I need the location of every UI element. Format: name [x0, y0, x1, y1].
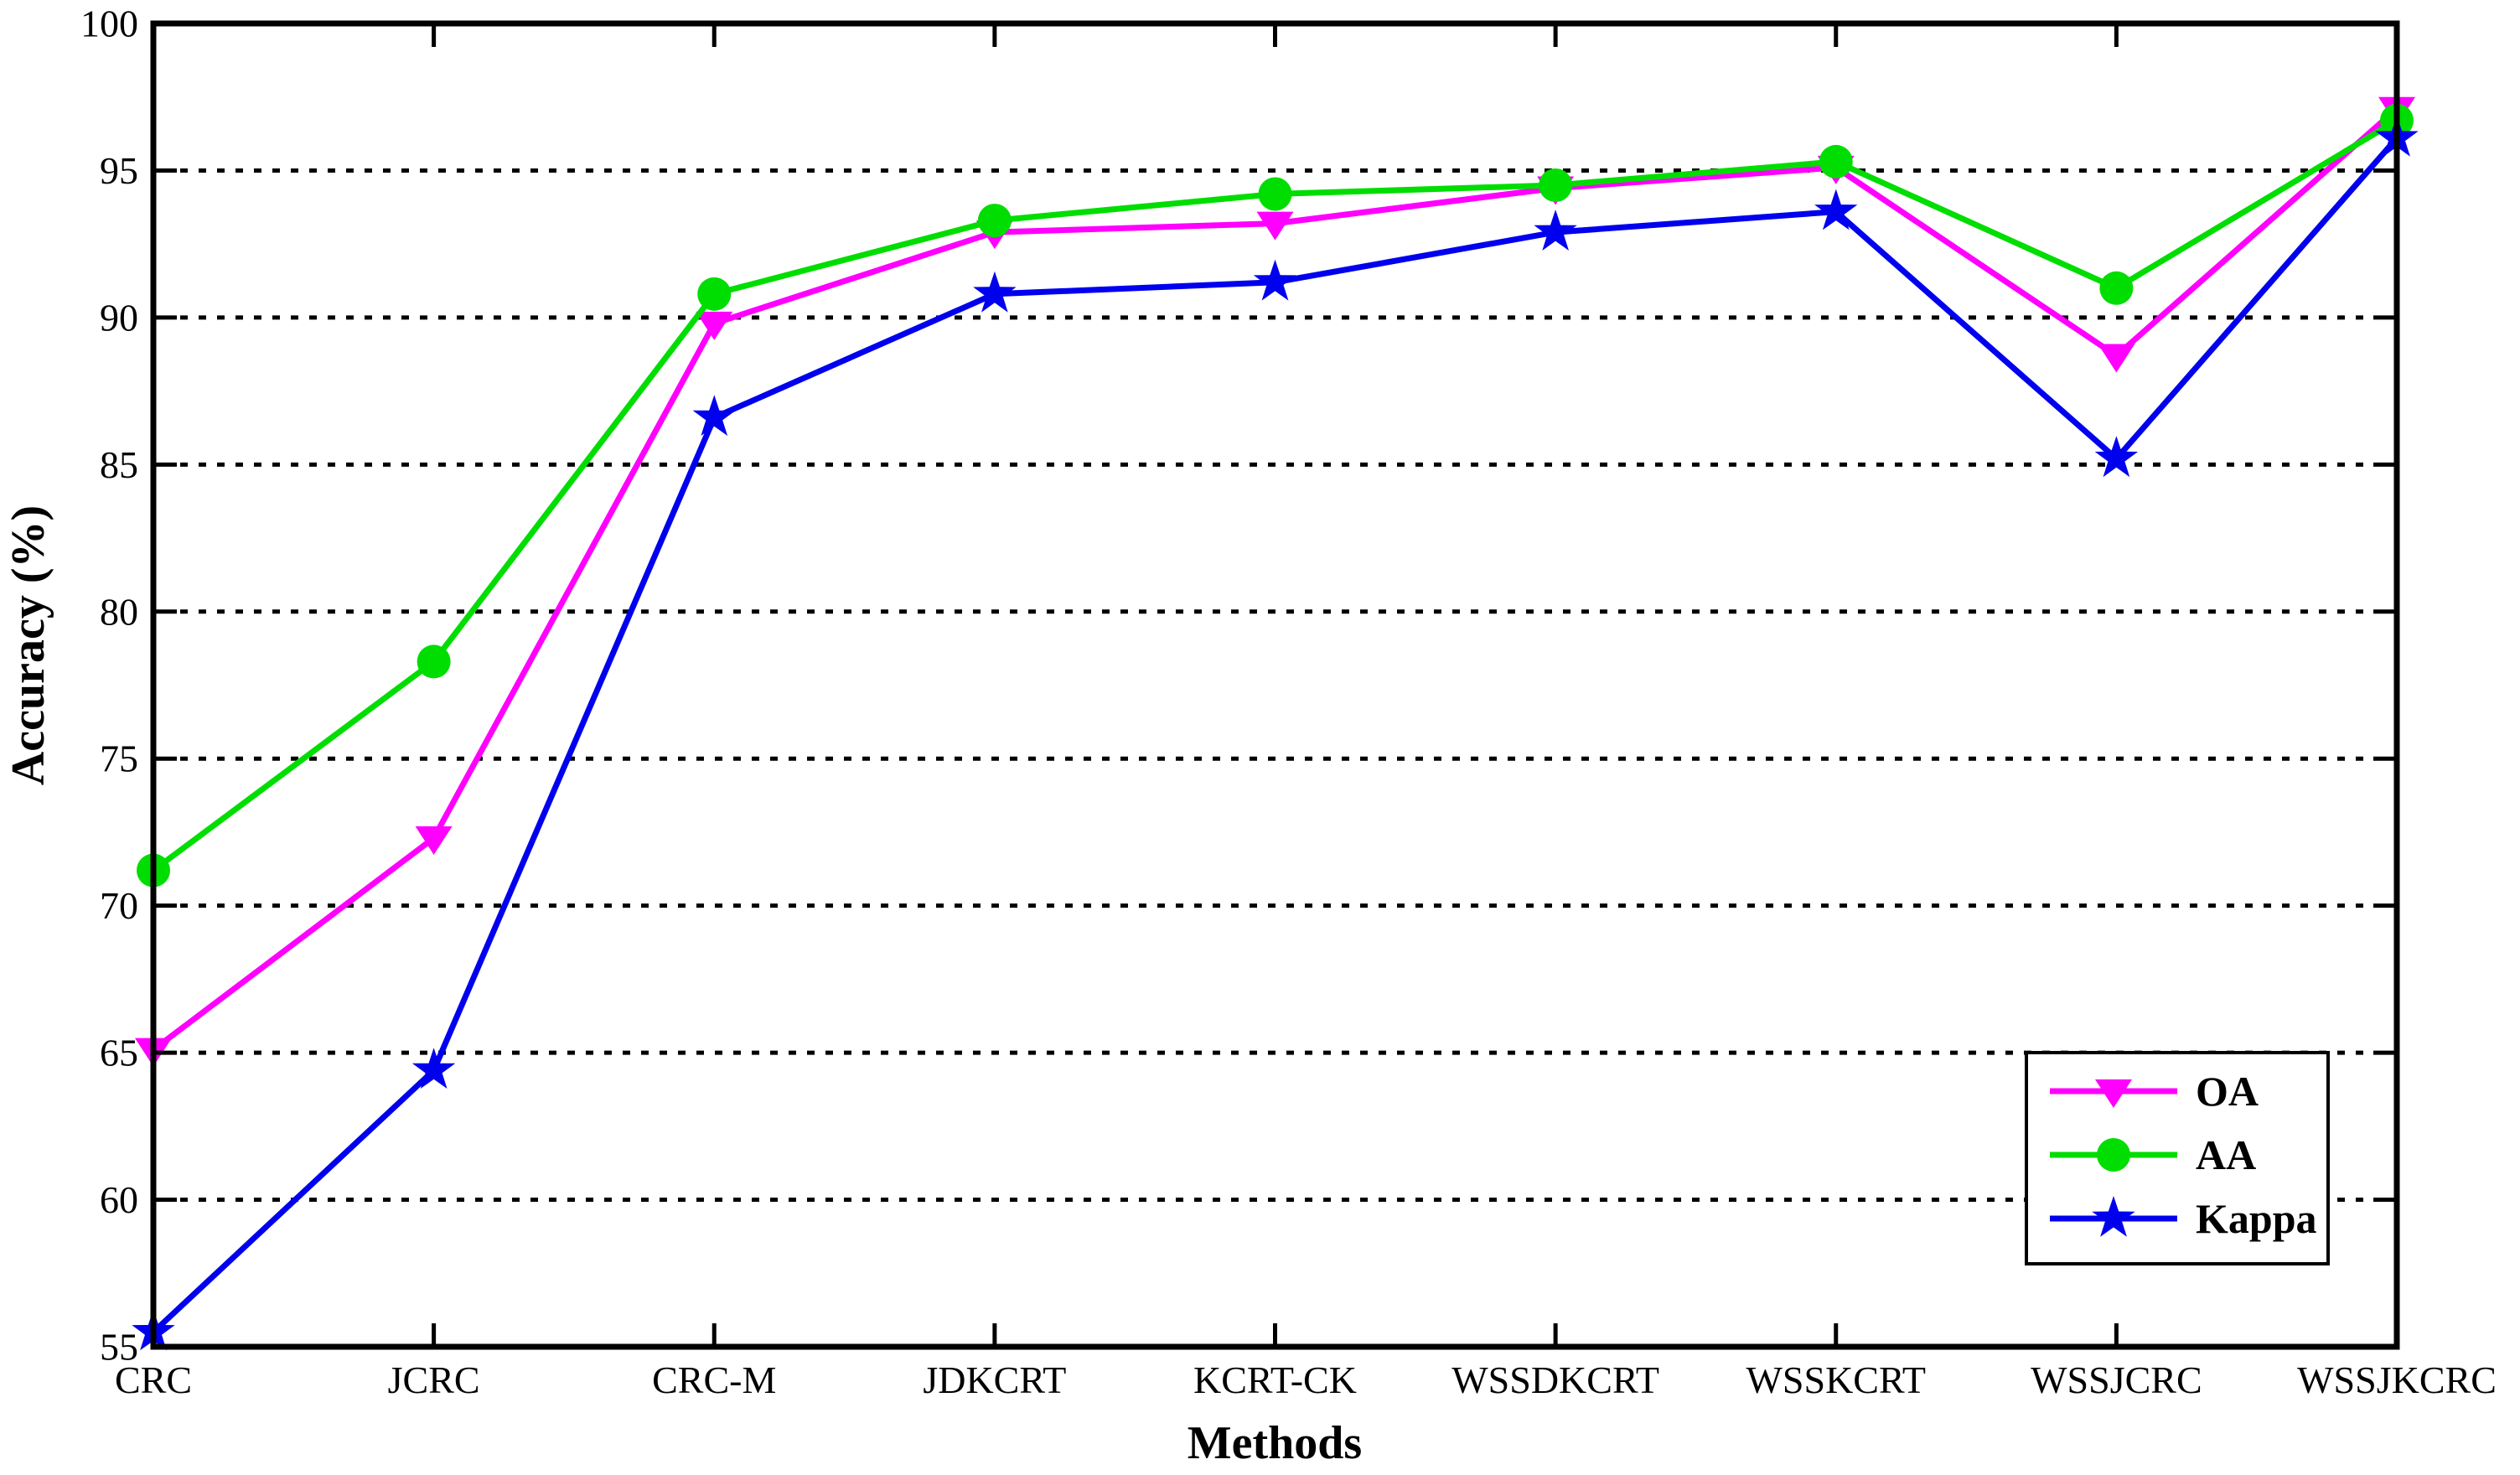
marker-Kappa-CRC-M	[692, 395, 736, 436]
legend-marker-OA	[2095, 1079, 2132, 1108]
y-tick-label-60: 60	[100, 1178, 138, 1221]
labels-layer: 55 60 65 70 75 80 85 90 95 100 CRC JCRC CRC-M JDKCRT K…	[80, 3, 2497, 1402]
legend-entry-AA: AA	[2050, 1131, 2256, 1178]
x-axis-title: Methods	[1188, 1417, 1362, 1469]
y-tick-label-65: 65	[100, 1032, 138, 1074]
legend-marker-AA	[2097, 1138, 2130, 1172]
grid-layer	[180, 168, 2370, 1203]
y-tick-label-85: 85	[100, 443, 138, 486]
x-tick-label-WSSDKCRT: WSSDKCRT	[1451, 1359, 1659, 1401]
x-tick-label-CRC: CRC	[115, 1359, 192, 1401]
y-tick-label-95: 95	[100, 149, 138, 192]
x-tick-label-WSSKCRT: WSSKCRT	[1746, 1359, 1926, 1401]
marker-AA-KCRT-CK	[1258, 177, 1292, 211]
legend-entry-Kappa: Kappa	[2050, 1195, 2317, 1242]
series-line-OA	[151, 106, 2399, 1053]
legend-label-OA: OA	[2196, 1068, 2259, 1115]
legend-entries: OA AA Kappa	[2050, 1068, 2317, 1242]
marker-AA-WSSDKCRT	[1539, 168, 1573, 202]
marker-Kappa-WSSDKCRT	[1534, 210, 1577, 251]
marker-AA-WSSJCRC	[2099, 271, 2134, 305]
marker-AA-WSSKCRT	[1819, 144, 1853, 179]
marker-Kappa-WSSJCRC	[2094, 436, 2139, 478]
y-tick-label-70: 70	[100, 884, 138, 927]
series-layer	[132, 96, 2419, 1351]
legend-marker-Kappa	[2092, 1196, 2135, 1237]
x-tick-label-WSSJKCRC: WSSJKCRC	[2297, 1359, 2497, 1401]
y-tick-label-90: 90	[100, 296, 138, 339]
marker-Kappa-KCRT-CK	[1253, 259, 1297, 301]
x-tick-label-WSSJCRC: WSSJCRC	[2031, 1359, 2202, 1401]
marker-OA-WSSJCRC	[2098, 344, 2135, 373]
marker-AA-JCRC	[417, 644, 451, 679]
marker-Kappa-JCRC	[411, 1048, 456, 1089]
x-tick-label-KCRT-CK: KCRT-CK	[1193, 1359, 1357, 1401]
plot-border	[150, 20, 2400, 1350]
legend-box	[2025, 1051, 2330, 1265]
marker-Kappa-JDKCRT	[973, 271, 1017, 313]
legend: OA AA Kappa	[2025, 1051, 2330, 1265]
legend-entry-OA: OA	[2050, 1068, 2259, 1115]
marker-Kappa-WSSKCRT	[1814, 189, 1858, 230]
marker-OA-JCRC	[415, 825, 453, 855]
y-tick-label-80: 80	[100, 590, 138, 633]
x-tick-label-JCRC: JCRC	[388, 1359, 480, 1401]
marker-OA-CRC-M	[696, 311, 733, 340]
x-tick-label-JDKCRT: JDKCRT	[923, 1359, 1066, 1401]
marker-AA-JDKCRT	[977, 204, 1012, 238]
y-tick-label-100: 100	[80, 3, 138, 45]
marker-OA-KCRT-CK	[1256, 211, 1294, 241]
legend-label-AA: AA	[2196, 1131, 2256, 1178]
y-axis-title: Accuracy (%)	[3, 505, 54, 785]
x-tick-label-CRC-M: CRC-M	[652, 1359, 776, 1401]
marker-AA-CRC-M	[697, 277, 732, 311]
legend-label-Kappa: Kappa	[2196, 1195, 2317, 1242]
y-tick-label-75: 75	[100, 738, 138, 780]
y-tick-label-55: 55	[100, 1326, 138, 1369]
